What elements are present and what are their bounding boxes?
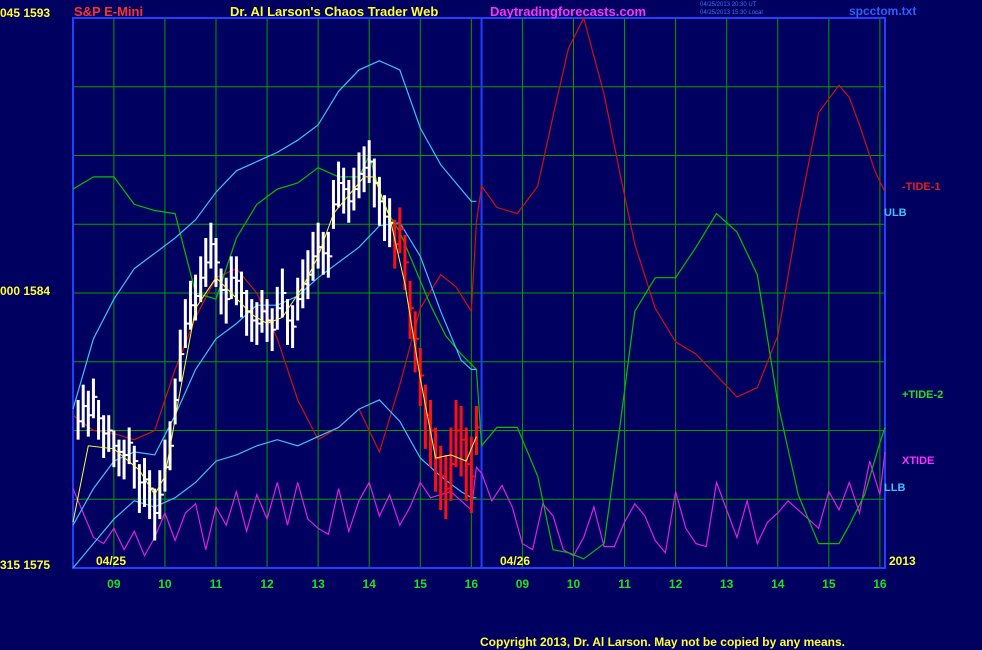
price-bars [76, 140, 481, 541]
year-label: 2013 [889, 554, 916, 568]
y-tick-label-top: 045 1593 [0, 6, 51, 20]
symbol-title: S&P E-Mini [74, 4, 144, 19]
date-label-day2: 04/26 [500, 554, 531, 568]
x-tick-label: 14 [771, 577, 785, 591]
plot-border [72, 17, 886, 569]
legend-tide2: +TIDE-2 [902, 389, 944, 401]
file-name: spcctom.txt [849, 4, 917, 18]
ulb-line [72, 60, 477, 410]
signal-series [72, 176, 477, 523]
x-tick-label: 15 [822, 577, 836, 591]
xtide-series [72, 451, 886, 558]
legend-xtide: XTIDE [902, 455, 935, 467]
page-title: Dr. Al Larson's Chaos Trader Web [230, 4, 439, 19]
x-tick-label: 09 [516, 577, 530, 591]
legend-tide1: -TIDE-1 [902, 181, 941, 193]
timestamp-ut: 04/25/2013 20:30 UT [700, 2, 757, 8]
x-tick-labels: 09 10 11 12 13 14 15 16 09 10 11 12 13 14 15 16 [107, 577, 887, 591]
timestamp-local: 04/25/2013 15:30 Local [700, 10, 763, 16]
x-tick-label: 13 [720, 577, 734, 591]
x-tick-label: 16 [465, 577, 479, 591]
site-link[interactable]: Daytradingforecasts.com [490, 4, 647, 19]
x-tick-label: 12 [260, 577, 274, 591]
tide2-line [72, 153, 886, 560]
x-tick-label: 15 [414, 577, 428, 591]
tide2-series [72, 153, 886, 560]
x-tick-label: 09 [107, 577, 121, 591]
x-tick-label: 12 [669, 577, 683, 591]
legend-ulb: ULB [884, 207, 907, 219]
signal-line [72, 176, 477, 523]
x-tick-label: 13 [311, 577, 325, 591]
x-tick-label: 16 [873, 577, 887, 591]
x-tick-label: 11 [618, 577, 631, 591]
copyright-notice: Copyright 2013, Dr. Al Larson. May not b… [480, 635, 845, 649]
tide1-line [72, 16, 886, 454]
x-tick-label: 10 [567, 577, 581, 591]
tide1-series [72, 16, 886, 454]
xtide-line [72, 451, 886, 558]
x-tick-label: 10 [158, 577, 172, 591]
chart-frame [72, 17, 886, 569]
date-label-day1: 04/25 [96, 554, 127, 568]
legend-llb: LLB [884, 482, 906, 494]
y-tick-label-mid: 000 1584 [0, 284, 51, 298]
x-tick-label: 11 [210, 577, 223, 591]
x-tick-label: 14 [363, 577, 377, 591]
y-tick-label-bottom: 315 1575 [0, 558, 51, 572]
